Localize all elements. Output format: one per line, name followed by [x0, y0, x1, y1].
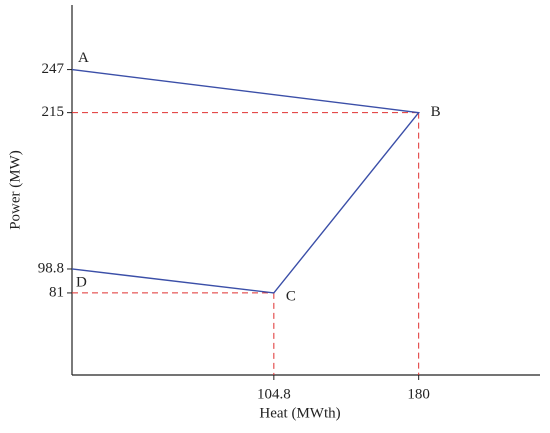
x-tick-label: 104.8	[257, 386, 291, 402]
y-axis-label: Power (MW)	[7, 150, 23, 230]
x-axis-label: Heat (MWth)	[259, 405, 340, 421]
y-tick-label: 215	[42, 104, 65, 120]
point-label: B	[431, 104, 441, 120]
series-line	[71, 68, 420, 294]
y-tick-label: 81	[49, 284, 64, 300]
y-tick-label: 98.8	[38, 260, 64, 276]
point-label: A	[78, 50, 89, 66]
point-label: D	[76, 274, 87, 290]
x-tick-label: 180	[407, 386, 430, 402]
point-label: C	[286, 288, 296, 304]
y-tick-label: 247	[42, 61, 65, 77]
